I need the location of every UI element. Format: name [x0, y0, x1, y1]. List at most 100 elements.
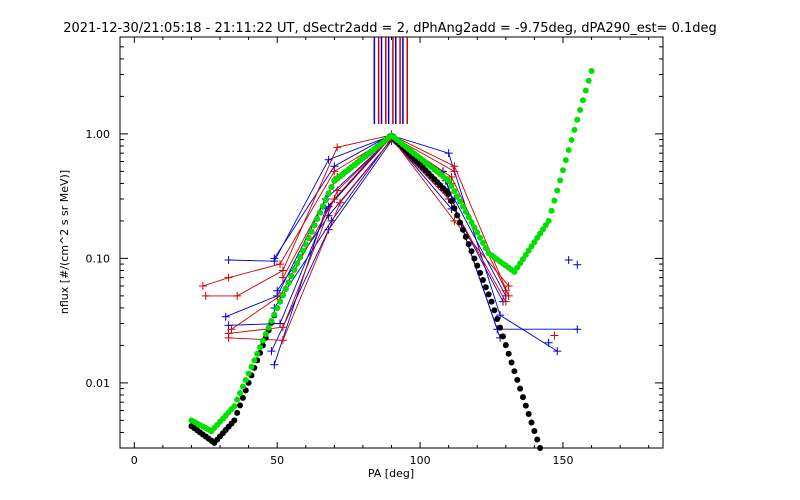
series-9-point-1 — [224, 273, 233, 282]
green-fit-curve-dot-126 — [548, 207, 555, 214]
green-fit-curve-dot-24 — [257, 344, 264, 351]
green-fit-curve-dot-47 — [322, 196, 329, 203]
y-tick-label-1: 0.10 — [86, 252, 111, 265]
green-fit-curve-dot-44 — [314, 215, 321, 222]
green-fit-curve-dot-135 — [574, 116, 581, 123]
vertical-markers — [373, 37, 408, 125]
green-fit-curve-dot-113 — [511, 268, 518, 275]
green-fit-curve-dot-46 — [319, 203, 326, 210]
green-fit-curve-dot-42 — [308, 228, 315, 235]
series-10-point-4 — [450, 216, 459, 225]
black-fit-curve-dot-100 — [474, 262, 481, 269]
green-fit-curve-dot-97 — [465, 214, 472, 221]
green-fit-curve-dot-131 — [562, 157, 569, 164]
series-0-point-0 — [224, 256, 233, 265]
green-fit-curve-dot-25 — [259, 337, 266, 344]
black-fit-curve-dot-15 — [231, 417, 238, 424]
green-fit-curve-dot-95 — [459, 203, 466, 210]
green-fit-curve-dot-116 — [519, 256, 526, 263]
series-8-point-6 — [504, 291, 513, 300]
green-fit-curve-dot-31 — [277, 298, 284, 305]
green-fit-curve-dot-35 — [288, 273, 295, 280]
green-fit-curve-dot-130 — [559, 167, 566, 174]
green-fit-curve-dot-27 — [265, 324, 272, 331]
green-fit-curve-dot-98 — [468, 219, 475, 226]
green-fit-curve-dot-91 — [448, 182, 455, 189]
isolated-point-0 — [564, 256, 573, 265]
series-line-5 — [273, 137, 452, 309]
black-fit-curve-dot-91 — [448, 198, 455, 205]
black-fit-curve-dot-113 — [511, 368, 518, 375]
green-fit-curve-dot-17 — [237, 390, 244, 397]
isolated-point-2 — [550, 331, 559, 340]
black-fit-curve-dot-108 — [497, 324, 504, 331]
green-fit-curve-dot-94 — [457, 198, 464, 205]
series-10-point-2 — [333, 186, 342, 195]
black-fit-curve-dot-105 — [488, 298, 495, 305]
series-line-0 — [228, 135, 558, 352]
isolated-point-3 — [544, 338, 553, 347]
green-fit-curve-dot-18 — [239, 383, 246, 390]
black-fit-curve-dot-121 — [534, 436, 541, 443]
green-fit-curve-dot-38 — [297, 254, 304, 261]
green-fit-curve-dot-49 — [328, 184, 335, 191]
black-fit-curve-dot-96 — [462, 233, 469, 240]
black-fit-curve-dot-90 — [445, 190, 452, 197]
series-1-point-6 — [573, 325, 582, 334]
green-fit-curve-dot-118 — [525, 247, 532, 254]
series-12-point-0 — [227, 325, 236, 334]
black-fit-curve-dot-94 — [457, 219, 464, 226]
green-fit-curve-dot-134 — [571, 126, 578, 133]
series-8-point-1 — [233, 291, 242, 300]
green-fit-curve-dot-101 — [477, 234, 484, 241]
green-fit-curve-dot-45 — [317, 209, 324, 216]
green-fit-curve-dot-90 — [445, 177, 452, 184]
black-fit-curve-dot-103 — [482, 284, 489, 291]
x-tick-label-0: 0 — [131, 454, 138, 467]
green-fit-curve-dot-125 — [545, 217, 552, 224]
series-8-point-2 — [278, 266, 287, 275]
black-fit-curve-dot-104 — [485, 291, 492, 298]
green-fit-curve-dot-122 — [537, 230, 544, 237]
y-tick-label-2: 1.00 — [86, 128, 111, 141]
y-axis-label: nflux [#/(cm^2 s sr MeV)] — [58, 170, 71, 314]
black-fit-curve-dot-101 — [477, 269, 484, 276]
series-9-point-0 — [198, 282, 207, 291]
black-fit-curve-dot-95 — [459, 226, 466, 233]
x-axis-label: PA [deg] — [368, 467, 414, 480]
series-9-point-6 — [501, 286, 510, 295]
green-fit-curve-dot-103 — [482, 245, 489, 252]
axis-ticks: 0 50 100 150 0.01 0.10 1.00 — [86, 36, 663, 467]
green-fit-curve-dot-99 — [471, 224, 478, 231]
black-fit-curve-dot-98 — [468, 248, 475, 255]
black-fit-curve-dot-112 — [508, 359, 515, 366]
green-fit-curve-dot-124 — [542, 222, 549, 229]
green-fit-curve-dot-139 — [585, 77, 592, 84]
black-fit-curve-dot-16 — [234, 409, 241, 416]
black-fit-curve-dot-116 — [519, 394, 526, 401]
black-fit-curve-dot-114 — [514, 376, 521, 383]
black-fit-curve-dot-115 — [517, 385, 524, 392]
series-10-point-1 — [278, 323, 287, 332]
green-fit-curve-dot-40 — [302, 241, 309, 248]
series-line-2 — [228, 136, 501, 339]
green-fit-curve-dot-140 — [588, 67, 595, 74]
series-13-point-0 — [278, 273, 287, 282]
black-fit-curve — [188, 132, 544, 451]
fit-curves — [188, 67, 595, 451]
green-fit-curve-dot-30 — [274, 304, 281, 311]
black-fit-curve-dot-17 — [237, 402, 244, 409]
green-fit-curve-dot-114 — [514, 264, 521, 271]
series-12-point-2 — [330, 194, 339, 203]
black-fit-curve-dot-102 — [479, 277, 486, 284]
black-fit-curve-dot-106 — [491, 307, 498, 314]
green-fit-curve-dot-36 — [291, 266, 298, 273]
x-tick-label-3: 150 — [552, 454, 573, 467]
black-fit-curve-dot-119 — [528, 419, 535, 426]
green-fit-curve-dot-43 — [311, 222, 318, 229]
green-fit-curve-dot-37 — [294, 260, 301, 267]
series-8-point-3 — [333, 143, 342, 152]
series-7-point-0 — [270, 360, 279, 369]
series-8-point-0 — [201, 291, 210, 300]
